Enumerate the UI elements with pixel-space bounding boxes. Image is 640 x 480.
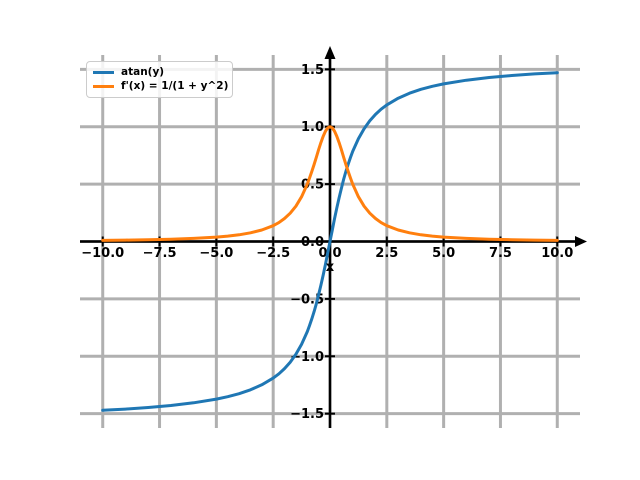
- x-tick-label: −5.0: [199, 246, 233, 261]
- x-axis-arrow-icon: [575, 236, 587, 247]
- legend-line-swatch-derivative: [93, 85, 114, 89]
- y-tick-label: 1.5: [301, 63, 324, 78]
- legend-line-swatch-atan: [93, 70, 114, 74]
- x-tick-label: −2.5: [256, 246, 290, 261]
- legend-label-atan: atan(y): [121, 65, 165, 78]
- y-tick-label: −1.5: [290, 407, 324, 422]
- x-tick-label: 7.5: [489, 246, 512, 261]
- legend-label-derivative: f'(x) = 1/(1 + y^2): [121, 79, 229, 92]
- x-tick-label: 5.0: [432, 246, 455, 261]
- y-axis-arrow-icon: [324, 46, 336, 59]
- legend-entry-derivative: f'(x) = 1/(1 + y^2): [93, 79, 229, 93]
- y-tick-label: 1.0: [301, 120, 324, 135]
- y-tick-label: −1.0: [290, 350, 324, 365]
- legend: atan(y) f'(x) = 1/(1 + y^2): [86, 61, 233, 98]
- series-derivative-curve: [101, 125, 559, 242]
- x-tick-label: 10.0: [541, 246, 573, 261]
- series-atan-curve: [101, 71, 559, 412]
- x-tick-label: 2.5: [375, 246, 398, 261]
- x-tick-label: −7.5: [143, 246, 177, 261]
- legend-entry-atan: atan(y): [93, 65, 228, 79]
- x-axis-label: x: [325, 260, 335, 275]
- x-tick-label: −10.0: [81, 246, 124, 261]
